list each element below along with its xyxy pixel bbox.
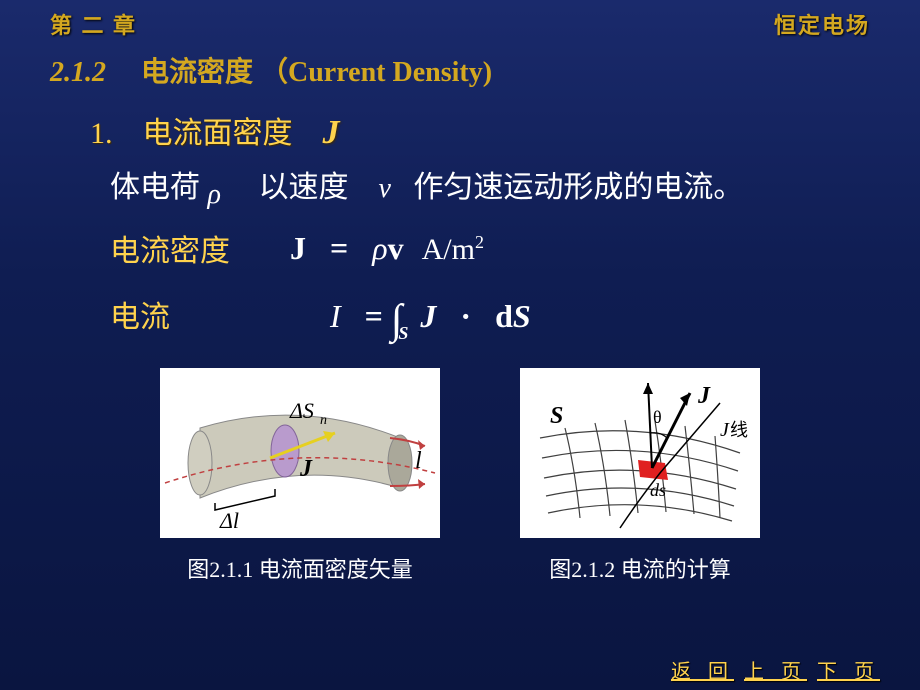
- formula-S: S: [513, 298, 531, 334]
- chapter-label: 第 二 章: [50, 8, 137, 40]
- subsection-heading: 1. 电流面密度 J: [0, 90, 920, 152]
- symbol-J: J: [323, 114, 340, 151]
- svg-text:ds: ds: [650, 480, 666, 500]
- svg-text:l: l: [415, 448, 422, 474]
- topic-label: 恒定电场: [774, 8, 870, 40]
- slide-header: 第 二 章 恒定电场: [0, 0, 920, 44]
- unit-base: A/m: [422, 233, 475, 266]
- section-number: 2.1.2: [50, 57, 106, 88]
- nav-next-button[interactable]: 下 页: [817, 655, 880, 684]
- figure-2: S θ J J 线 ds 图2.1.2 电流的计算: [520, 368, 760, 584]
- svg-text:J: J: [697, 383, 711, 409]
- sub-number: 1.: [90, 117, 113, 150]
- figure-1-caption: 图2.1.1 电流面密度矢量: [187, 538, 413, 584]
- formula-J: J: [290, 230, 306, 266]
- density-row: 电流密度 J = ρv A/m2: [0, 206, 920, 270]
- current-row: 电流 I = ∫S J · dS: [0, 270, 920, 338]
- figure-1-diagram: ΔS n Δl J l: [160, 368, 440, 538]
- desc-pre: 体电荷: [110, 171, 200, 204]
- formula-rho: ρ: [372, 230, 387, 266]
- desc-post: 作匀速运动形成的电流。: [413, 171, 743, 204]
- formula-eq: =: [330, 230, 348, 266]
- symbol-v: v: [378, 173, 390, 204]
- svg-text:S: S: [550, 403, 563, 429]
- figure-2-diagram: S θ J J 线 ds: [520, 368, 760, 538]
- density-formula: J = ρv A/m2: [290, 230, 484, 267]
- formula-d: d: [495, 298, 513, 334]
- svg-text:θ: θ: [653, 407, 662, 427]
- svg-text:线: 线: [730, 420, 748, 440]
- integral-sub: S: [398, 323, 408, 343]
- desc-mid: 以速度: [258, 171, 348, 204]
- formula-eq2: =: [365, 298, 383, 334]
- figure-2-caption: 图2.1.2 电流的计算: [549, 538, 731, 584]
- formula-dot: ·: [460, 298, 471, 334]
- symbol-rho: ρ: [208, 179, 221, 210]
- svg-text:J: J: [720, 419, 730, 441]
- current-formula: I = ∫S J · dS: [290, 290, 531, 338]
- nav-back-button[interactable]: 返 回: [671, 655, 734, 684]
- figure-1: ΔS n Δl J l 图2.1.1 电流面密度矢量: [160, 368, 440, 584]
- description-line: 体电荷 ρ 以速度 v 作匀速运动形成的电流。: [0, 152, 920, 206]
- formula-v: v: [388, 230, 404, 266]
- formula-I: I: [330, 298, 341, 334]
- unit-sup: 2: [475, 232, 484, 252]
- nav-prev-button[interactable]: 上 页: [744, 655, 807, 684]
- section-title-cn: 电流密度: [141, 57, 253, 88]
- nav-bar: 返 回 上 页 下 页: [671, 655, 880, 684]
- figures-row: ΔS n Δl J l 图2.1.1 电流面密度矢量: [0, 338, 920, 584]
- svg-text:Δl: Δl: [219, 508, 239, 533]
- svg-text:ΔS: ΔS: [289, 398, 314, 423]
- svg-text:n: n: [320, 413, 327, 428]
- formula-Jv: J: [420, 298, 436, 334]
- current-label: 电流: [110, 292, 290, 336]
- sub-text: 电流面密度: [143, 117, 293, 150]
- section-title: 2.1.2 电流密度 （Current Density): [0, 44, 920, 90]
- section-title-en: （Current Density): [260, 57, 492, 88]
- svg-text:J: J: [299, 456, 313, 482]
- density-label: 电流密度: [110, 226, 290, 270]
